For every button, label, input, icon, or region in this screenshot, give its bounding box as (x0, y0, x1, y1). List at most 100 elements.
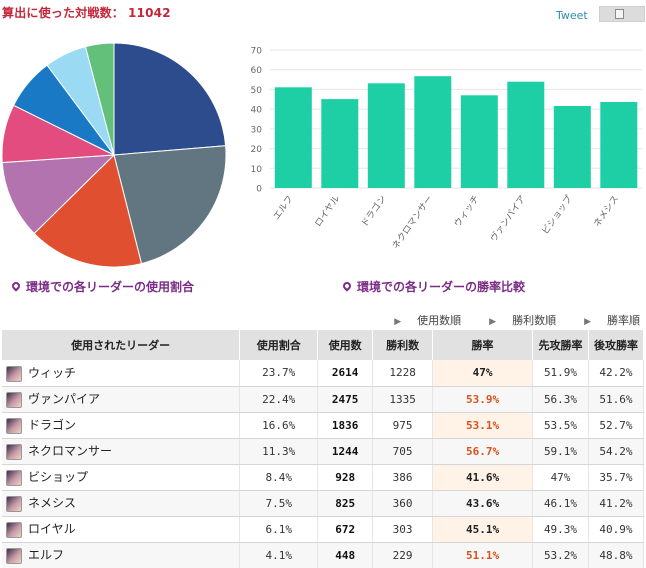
leader-name: ウィッチ (28, 366, 77, 380)
leader-avatar (6, 443, 22, 460)
share-cell: 22.4% (239, 386, 319, 413)
x-tick-label: ウィッチ (452, 193, 482, 229)
triangle-right-icon: ▶ (394, 317, 402, 327)
sort-by-wins[interactable]: ▶ 勝利数順 (489, 314, 557, 327)
sort-by-rate[interactable]: ▶ 勝率順 (584, 314, 640, 327)
rate-cell: 51.1% (432, 542, 534, 568)
share-cell: 6.1% (239, 516, 319, 543)
y-tick-label: 40 (251, 106, 263, 116)
x-tick-label: ネクロマンサー (390, 193, 435, 251)
table-row: エルフ 4.1% 448 229 51.1% 53.2% 48.8% (2, 542, 645, 568)
leader-avatar (6, 365, 22, 382)
pie-slice[interactable] (33, 154, 143, 268)
share-cell: 8.4% (239, 464, 319, 491)
second-rate-cell: 54.2% (588, 438, 645, 465)
x-tick-label: エルフ (272, 194, 296, 222)
bar[interactable] (321, 99, 359, 188)
wins-cell: 386 (372, 464, 434, 491)
usage-caption-text: 環境での各リーダーの使用割合 (26, 280, 195, 294)
first-rate-cell: 51.9% (532, 360, 589, 387)
uses-cell: 928 (317, 464, 374, 491)
uses-cell: 825 (317, 490, 374, 517)
leader-avatar (6, 391, 22, 408)
second-rate-cell: 52.7% (588, 412, 645, 439)
x-tick-label: ネメシス (592, 193, 622, 229)
share-cell: 11.3% (239, 438, 319, 465)
col-header-first[interactable]: 先攻勝率 (532, 330, 589, 360)
rate-cell: 56.7% (432, 438, 534, 465)
leader-avatar (6, 547, 22, 564)
col-header-uses[interactable]: 使用数 (317, 330, 374, 360)
leader-cell: ロイヤル (2, 516, 241, 543)
y-tick-label: 10 (251, 165, 263, 175)
share-button[interactable] (599, 6, 645, 22)
pie-slice[interactable] (113, 42, 227, 156)
second-rate-cell: 51.6% (588, 386, 645, 413)
wins-cell: 303 (372, 516, 434, 543)
bar[interactable] (553, 106, 591, 188)
col-header-second[interactable]: 後攻勝率 (588, 330, 645, 360)
leader-name: エルフ (28, 548, 65, 563)
uses-cell: 2614 (317, 360, 374, 387)
col-header-wins[interactable]: 勝利数 (372, 330, 434, 360)
title-label: 算出に使った対戦数： (2, 6, 125, 20)
tweet-link[interactable]: Tweet (556, 9, 588, 22)
x-tick-label: ヴァンパイア (487, 193, 528, 244)
y-tick-label: 20 (251, 145, 263, 155)
bar[interactable] (600, 102, 638, 188)
rate-cell: 43.6% (432, 490, 534, 517)
col-header-leader[interactable]: 使用されたリーダー (2, 330, 241, 360)
uses-cell: 1244 (317, 438, 374, 465)
bar[interactable] (460, 95, 498, 188)
wins-cell: 1228 (372, 360, 434, 387)
x-tick-label: ロイヤル (314, 194, 343, 229)
y-tick-label: 70 (251, 47, 263, 57)
table-row: ウィッチ 23.7% 2614 1228 47% 51.9% 42.2% (2, 360, 645, 387)
leader-cell: ドラゴン (2, 412, 241, 439)
second-rate-cell: 42.2% (588, 360, 645, 387)
col-header-share[interactable]: 使用割合 (239, 330, 319, 360)
share-cell: 23.7% (239, 360, 319, 387)
rate-cell: 47% (432, 360, 534, 387)
table-row: ビショップ 8.4% 928 386 41.6% 47% 35.7% (2, 464, 645, 491)
table-row: ネクロマンサー 11.3% 1244 705 56.7% 59.1% 54.2% (2, 438, 645, 465)
share-cell: 4.1% (239, 542, 319, 568)
bar[interactable] (507, 81, 545, 188)
leader-cell: ウィッチ (2, 360, 241, 387)
table-row: ドラゴン 16.6% 1836 975 53.1% 53.5% 52.7% (2, 412, 645, 439)
triangle-right-icon: ▶ (489, 317, 497, 327)
leader-cell: エルフ (2, 542, 241, 568)
usage-chart-caption: 環境での各リーダーの使用割合 (10, 278, 195, 295)
table-row: ロイヤル 6.1% 672 303 45.1% 49.3% 40.9% (2, 516, 645, 543)
pie-slice[interactable] (1, 154, 116, 235)
sort-by-uses[interactable]: ▶ 使用数順 (394, 314, 462, 327)
usage-pie-chart (1, 42, 227, 268)
leader-stats-table: 使用されたリーダー 使用割合 使用数 勝利数 勝率 先攻勝率 後攻勝率 ウィッチ… (2, 330, 645, 568)
leader-avatar (6, 417, 22, 434)
second-rate-cell: 40.9% (588, 516, 645, 543)
rate-cell: 53.1% (432, 412, 534, 439)
pie-slice[interactable] (113, 145, 227, 265)
second-rate-cell: 48.8% (588, 542, 645, 568)
y-tick-label: 30 (251, 125, 263, 135)
pie-slice[interactable] (84, 42, 115, 156)
uses-cell: 2475 (317, 386, 374, 413)
bar[interactable] (274, 87, 312, 188)
first-rate-cell: 47% (532, 464, 589, 491)
uses-cell: 1836 (317, 412, 374, 439)
bar[interactable] (367, 83, 405, 188)
leader-name: ネメシス (28, 496, 77, 511)
winrate-caption-text: 環境での各リーダーの勝率比較 (357, 280, 526, 294)
rate-cell: 45.1% (432, 516, 534, 543)
y-tick-label: 60 (251, 66, 263, 76)
col-header-rate[interactable]: 勝率 (432, 330, 534, 360)
leader-name: ドラゴン (28, 418, 77, 433)
first-rate-cell: 59.1% (532, 438, 589, 465)
share-cell: 16.6% (239, 412, 319, 439)
uses-cell: 672 (317, 516, 374, 543)
leader-cell: ヴァンパイア (2, 386, 241, 413)
y-tick-label: 50 (251, 86, 263, 96)
bar[interactable] (414, 76, 452, 188)
wins-cell: 229 (372, 542, 434, 568)
leader-cell: ネメシス (2, 490, 241, 517)
